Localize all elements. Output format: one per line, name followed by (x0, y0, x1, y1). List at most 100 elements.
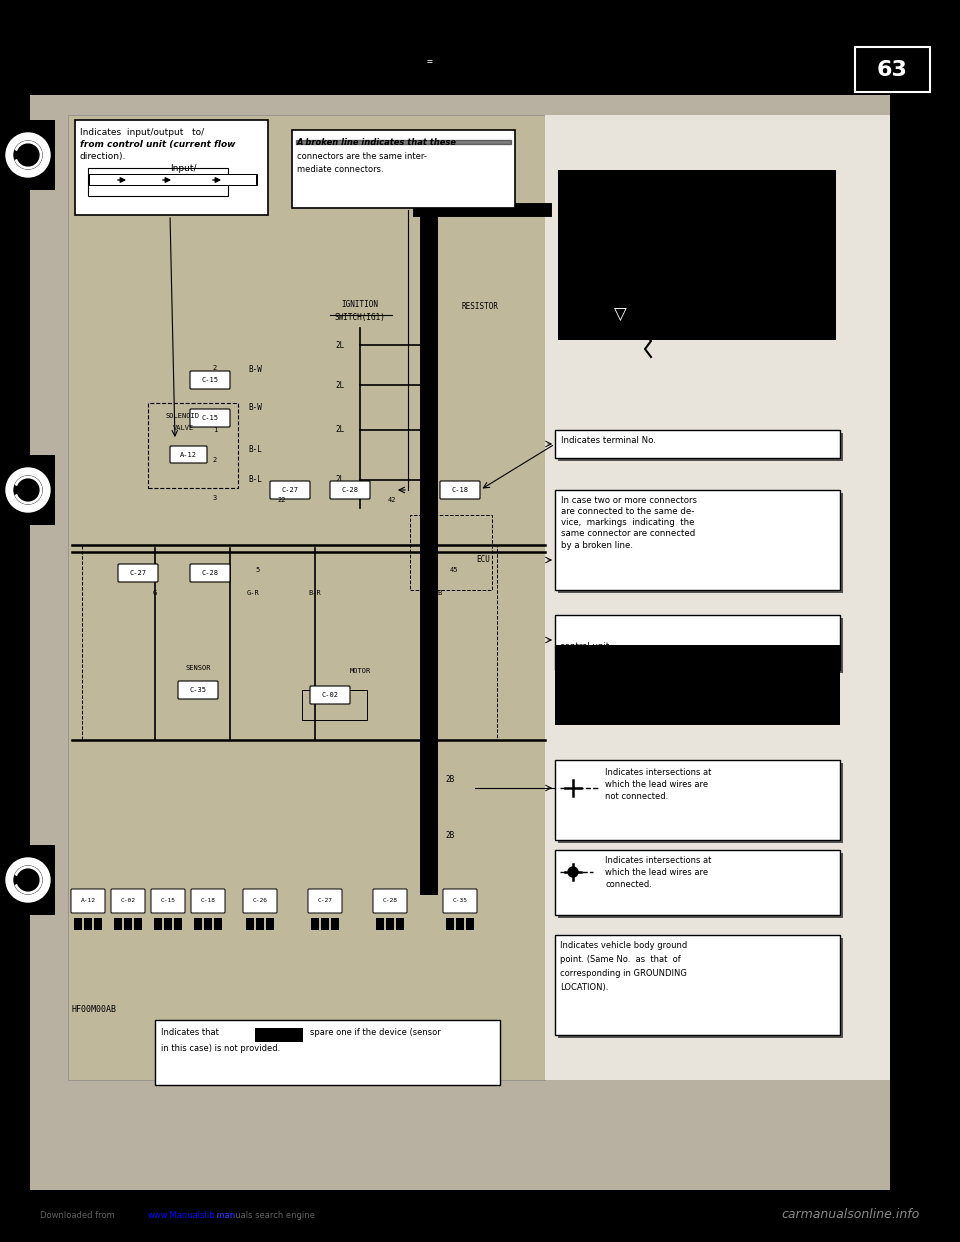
FancyBboxPatch shape (373, 889, 407, 913)
Text: In case two or more connectors: In case two or more connectors (561, 496, 697, 505)
Circle shape (6, 858, 50, 902)
Text: Indicates vehicle body ground: Indicates vehicle body ground (560, 941, 687, 950)
Text: 6: 6 (211, 568, 215, 573)
Text: which the lead wires are: which the lead wires are (605, 868, 708, 877)
Text: corresponding in GROUNDING: corresponding in GROUNDING (560, 969, 686, 977)
Bar (558, 619, 843, 673)
Bar (246, 918, 254, 930)
Bar (94, 918, 102, 930)
FancyBboxPatch shape (118, 564, 158, 582)
Text: by a broken line.: by a broken line. (561, 540, 633, 550)
Bar (331, 918, 339, 930)
Text: C-27: C-27 (281, 487, 299, 493)
Text: HF00M00AB: HF00M00AB (72, 1005, 117, 1013)
Text: B-W: B-W (248, 404, 262, 412)
Text: C-15: C-15 (160, 898, 176, 903)
Text: 2B: 2B (445, 831, 455, 840)
Bar (90, 175, 256, 185)
Bar (558, 433, 843, 461)
Bar (214, 918, 222, 930)
Bar (456, 918, 464, 930)
Text: Indicates terminal No.: Indicates terminal No. (561, 436, 656, 445)
Text: B-W: B-W (248, 365, 262, 375)
Text: C-28: C-28 (202, 570, 219, 576)
Text: SENSOR: SENSOR (185, 664, 211, 671)
Bar (302, 691, 367, 720)
Text: LOCATION).: LOCATION). (560, 982, 609, 992)
Text: Indicates intersections at: Indicates intersections at (605, 768, 711, 777)
Bar (558, 938, 843, 1038)
Bar (555, 645, 840, 669)
Circle shape (14, 866, 42, 894)
Bar (558, 170, 836, 340)
Bar (82, 545, 497, 740)
Bar (555, 430, 840, 458)
Bar (68, 116, 545, 1081)
Text: 3: 3 (213, 496, 217, 501)
Text: 3: 3 (427, 867, 433, 877)
Bar (114, 918, 122, 930)
Text: C-28: C-28 (382, 898, 397, 903)
Text: connected.: connected. (605, 881, 652, 889)
FancyBboxPatch shape (190, 409, 230, 427)
Text: C-02: C-02 (322, 692, 339, 698)
Text: ▽: ▽ (613, 306, 626, 324)
FancyBboxPatch shape (308, 889, 342, 913)
Bar (154, 918, 162, 930)
FancyBboxPatch shape (151, 889, 185, 913)
Text: 1: 1 (213, 427, 217, 433)
Text: 63: 63 (876, 60, 907, 79)
FancyBboxPatch shape (190, 564, 230, 582)
Text: ECU: ECU (476, 555, 490, 565)
Text: direction).: direction). (80, 152, 127, 161)
Text: SOLENOID: SOLENOID (166, 414, 200, 419)
Text: B-L: B-L (248, 446, 262, 455)
Text: G-R: G-R (247, 590, 259, 596)
Text: C-18: C-18 (201, 898, 215, 903)
Text: B: B (438, 590, 443, 596)
Bar (466, 918, 474, 930)
Text: vice,  markings  indicating  the: vice, markings indicating the (561, 518, 694, 528)
Text: Downloaded from: Downloaded from (40, 1211, 117, 1220)
Text: A broken line indicates that these: A broken line indicates that these (297, 138, 457, 147)
FancyBboxPatch shape (440, 481, 480, 499)
Text: GND: GND (423, 554, 437, 563)
Text: MOTOR: MOTOR (350, 668, 372, 674)
Text: =: = (427, 57, 433, 67)
FancyBboxPatch shape (191, 889, 225, 913)
Text: 22: 22 (277, 497, 286, 503)
Bar (256, 918, 264, 930)
Circle shape (6, 468, 50, 512)
Text: which the lead wires are: which the lead wires are (605, 780, 708, 789)
Text: C-02: C-02 (121, 898, 135, 903)
Text: B-L: B-L (248, 476, 262, 484)
Bar (420, 195, 438, 895)
Text: 45: 45 (449, 568, 458, 573)
Bar (74, 918, 82, 930)
Text: mediate connectors.: mediate connectors. (297, 165, 384, 174)
Text: in this case) is not provided.: in this case) is not provided. (161, 1045, 280, 1053)
Text: C-35: C-35 (189, 687, 206, 693)
Text: C-27: C-27 (130, 570, 147, 576)
FancyBboxPatch shape (310, 686, 350, 704)
Bar (555, 615, 840, 669)
Bar (155, 1020, 500, 1086)
FancyBboxPatch shape (270, 481, 310, 499)
FancyBboxPatch shape (443, 889, 477, 913)
Bar (558, 493, 843, 592)
Text: A-12: A-12 (180, 452, 197, 458)
FancyBboxPatch shape (111, 889, 145, 913)
Text: B-R: B-R (308, 590, 322, 596)
Text: 42: 42 (388, 497, 396, 503)
Bar (0, 455, 55, 525)
Bar (376, 918, 384, 930)
Bar (204, 918, 212, 930)
Text: C-15: C-15 (202, 415, 219, 421)
Text: RESISTOR: RESISTOR (640, 261, 677, 270)
Text: point. (Same No.  as  that  of: point. (Same No. as that of (560, 955, 681, 964)
FancyBboxPatch shape (243, 889, 277, 913)
Text: control unit.: control unit. (560, 642, 612, 651)
Bar (555, 491, 840, 590)
Text: Indicates that: Indicates that (161, 1028, 219, 1037)
Text: www.Manualslib.com: www.Manualslib.com (148, 1211, 236, 1220)
